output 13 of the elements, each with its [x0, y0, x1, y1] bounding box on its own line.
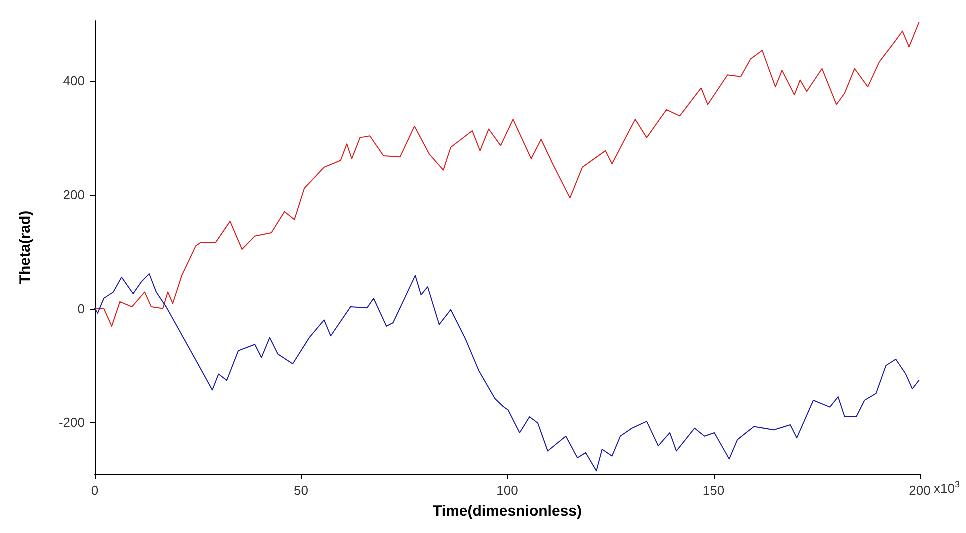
y-tick-label: 200	[63, 187, 85, 202]
x-tick-label: 50	[294, 483, 308, 498]
x-tick-label: 0	[91, 483, 99, 498]
y-tick-label: 0	[78, 301, 85, 316]
x-tick-label: 150	[702, 483, 725, 498]
x-tick-label: 100	[496, 483, 518, 498]
line-series	[94, 22, 920, 327]
y-tick-label: -200	[58, 415, 85, 430]
y-axis-title: Theta(rad)	[17, 210, 34, 284]
x-tick-label: 200	[909, 483, 931, 498]
x-axis-title: Time(dimesnionless)	[433, 503, 582, 520]
y-tick-label: 400	[63, 73, 85, 88]
line-series	[94, 273, 920, 472]
